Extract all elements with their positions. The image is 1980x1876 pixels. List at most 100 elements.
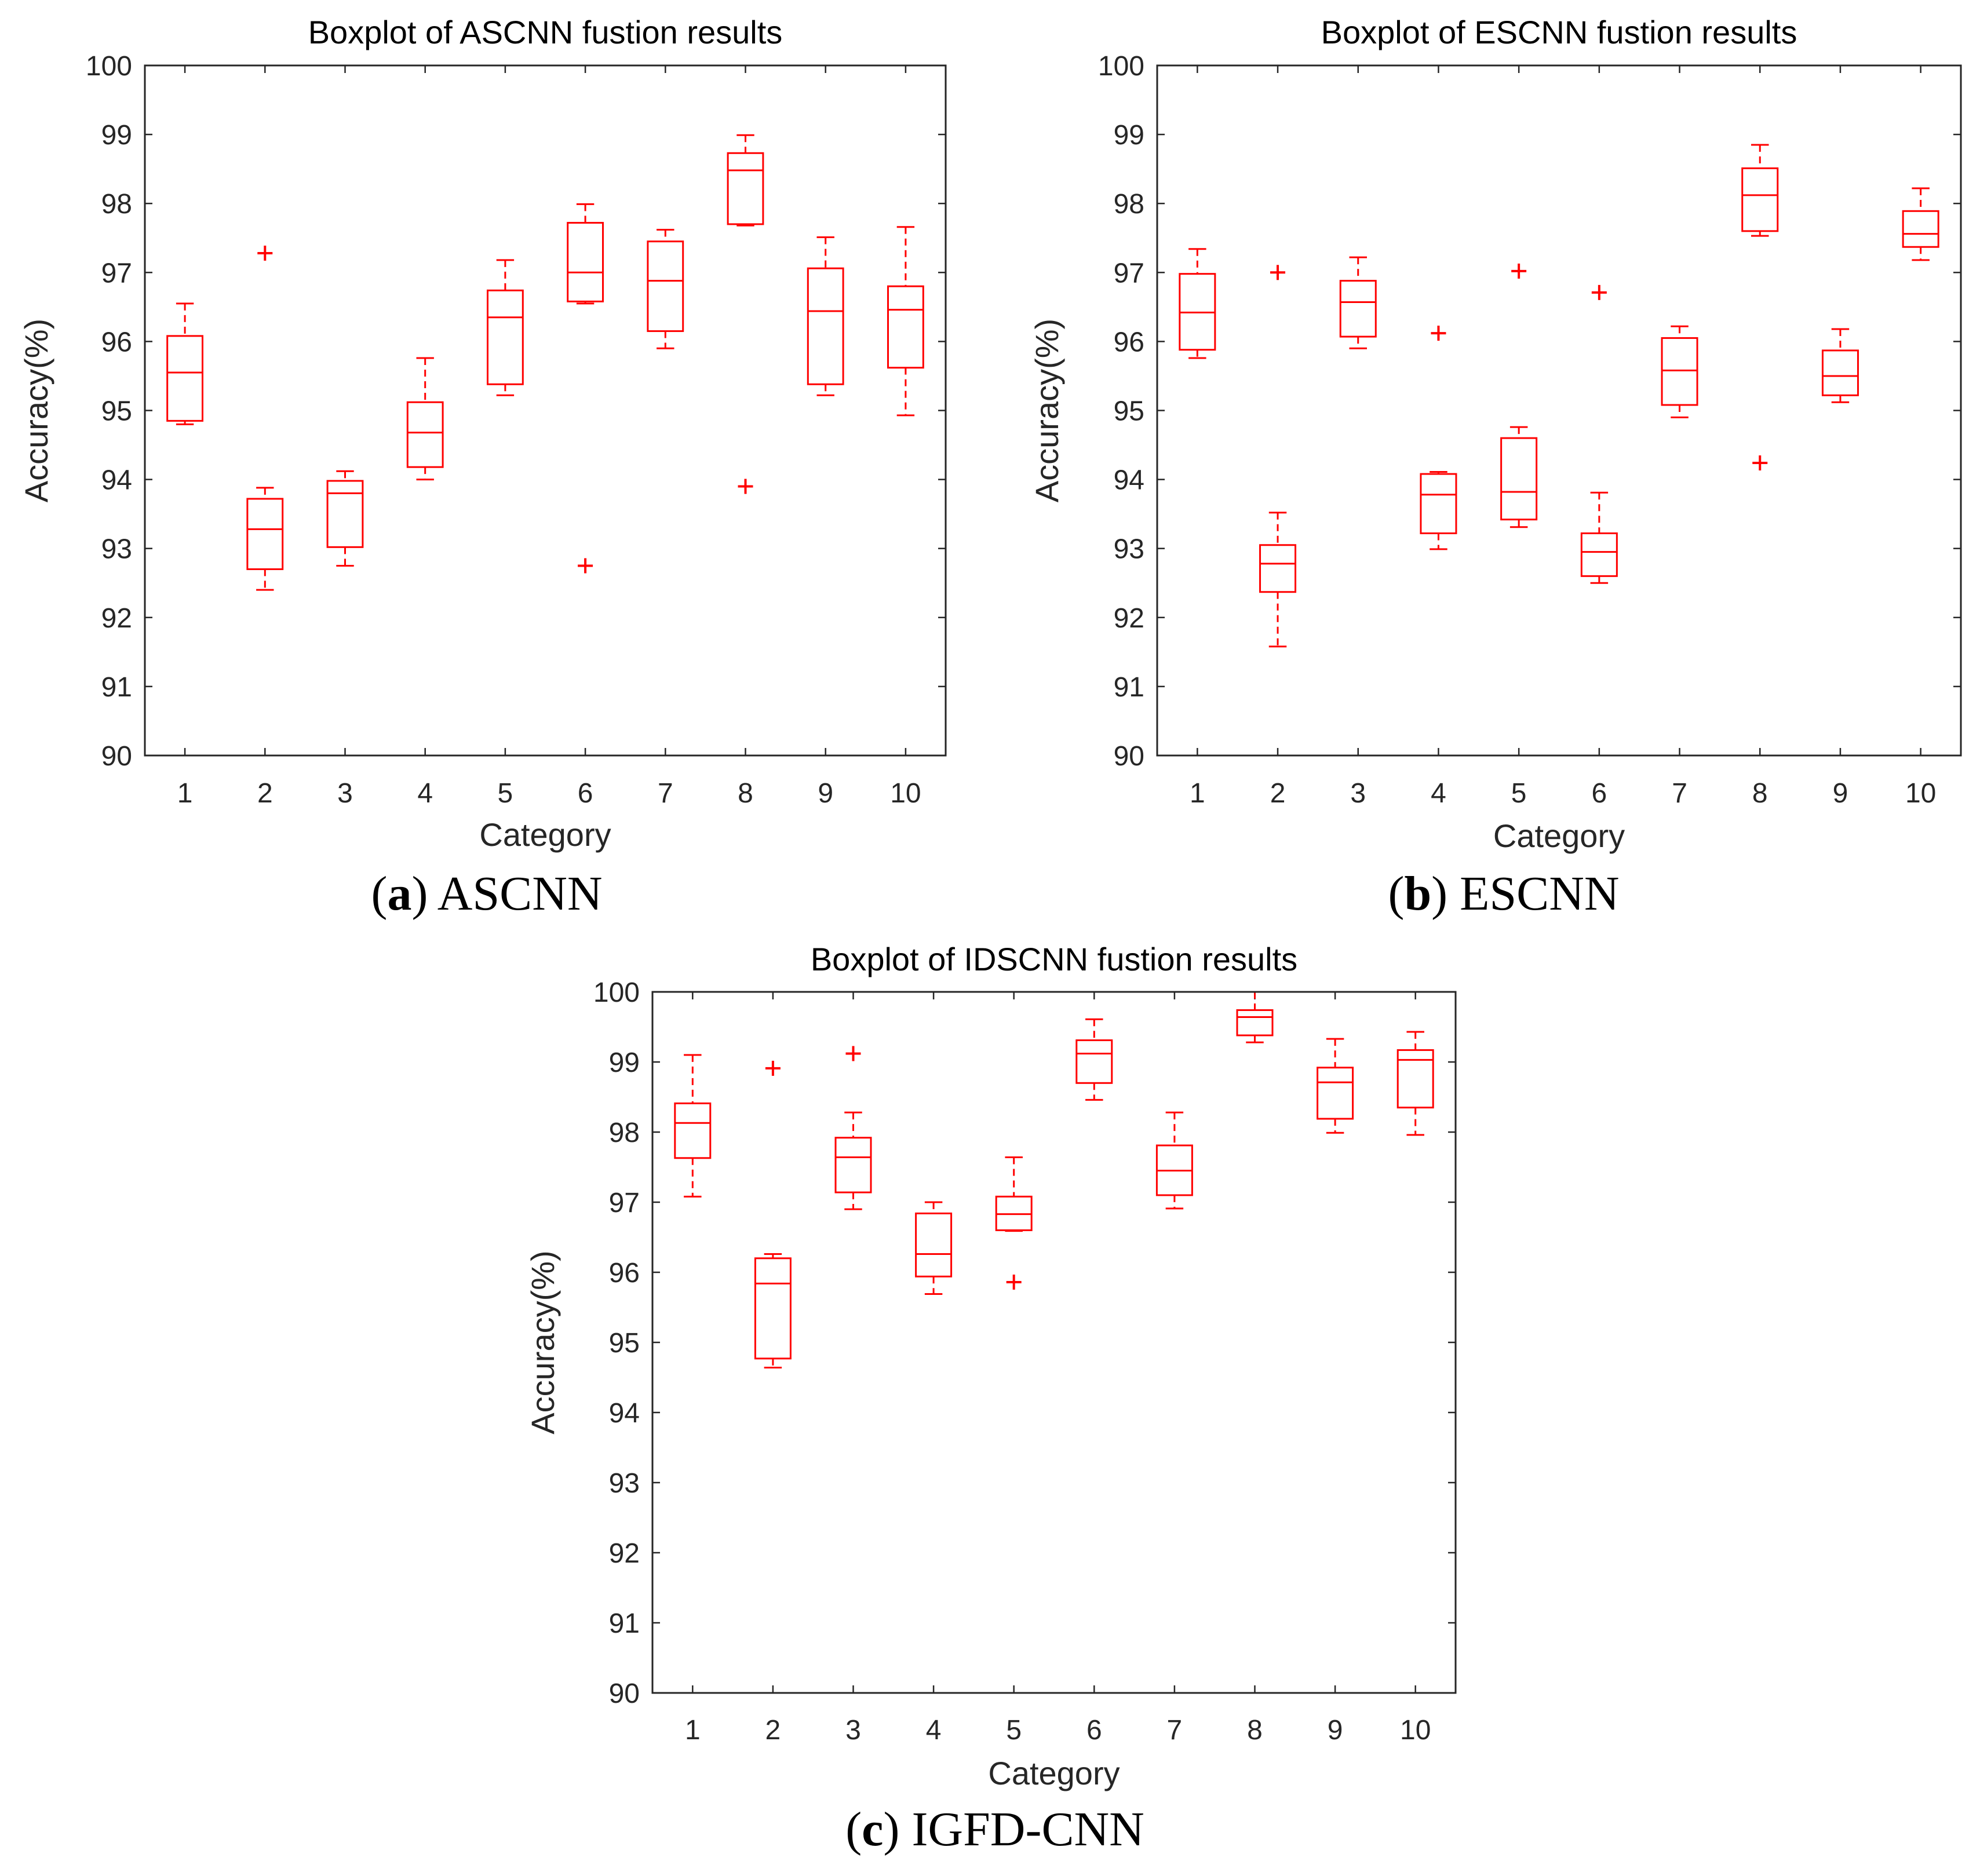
plot-area-frame	[144, 64, 947, 757]
plot-area-frame	[651, 991, 1457, 1694]
iqr-box	[1317, 1067, 1354, 1120]
iqr-box	[166, 335, 204, 422]
chart-title: Boxplot of ASCNN fustion results	[308, 14, 783, 50]
box-category-3	[1339, 256, 1377, 349]
iqr-box	[887, 285, 924, 369]
x-tick-label: 8	[738, 778, 753, 809]
subfigure-caption: (a) ASCNN	[371, 867, 602, 921]
x-tick-label: 7	[1167, 1715, 1183, 1746]
box-category-5	[486, 259, 524, 396]
subfigure-caption: (b) ESCNN	[1388, 867, 1619, 921]
y-tick-label: 94	[609, 1398, 640, 1429]
y-tick-label: 96	[609, 1258, 640, 1289]
x-tick-label: 10	[890, 778, 921, 809]
x-tick-label: 4	[1431, 778, 1446, 809]
iqr-box	[754, 1257, 792, 1360]
y-tick-label: 99	[101, 120, 132, 151]
outlier-marker	[845, 1046, 861, 1061]
y-tick-label: 97	[609, 1188, 640, 1218]
y-tick-label: 95	[1114, 396, 1144, 427]
x-tick-label: 7	[1672, 778, 1687, 809]
caption-text: IGFD-CNN	[911, 1802, 1144, 1856]
y-tick-label: 97	[1114, 258, 1144, 289]
x-tick-label: 4	[926, 1715, 942, 1746]
iqr-box	[326, 480, 364, 548]
x-tick-label: 3	[845, 1715, 861, 1746]
x-tick-label: 2	[257, 778, 273, 809]
iqr-box	[406, 401, 444, 468]
x-tick-label: 1	[1190, 778, 1205, 809]
x-tick-label: 8	[1752, 778, 1768, 809]
iqr-box	[1236, 1009, 1274, 1036]
box-category-9	[807, 236, 844, 396]
y-tick-label: 98	[609, 1118, 640, 1148]
x-tick-label: 8	[1247, 1715, 1263, 1746]
chart-title: Boxplot of ESCNN fustion results	[1321, 14, 1797, 50]
box-category-8	[1236, 991, 1274, 1043]
iqr-box	[1741, 167, 1779, 232]
caption-text: ASCNN	[437, 867, 603, 921]
iqr-box	[1661, 337, 1698, 406]
iqr-box	[727, 152, 764, 225]
iqr-box	[915, 1212, 953, 1278]
iqr-box	[1075, 1039, 1113, 1084]
box-category-4	[1420, 326, 1457, 550]
plot-area-frame	[1156, 64, 1962, 757]
x-tick-label: 9	[1833, 778, 1848, 809]
y-tick-label: 91	[1114, 672, 1144, 703]
iqr-box	[1339, 280, 1377, 338]
outlier-marker	[1431, 326, 1446, 341]
chart-title: Boxplot of IDSCNN fustion results	[811, 941, 1297, 977]
x-tick-label: 10	[1905, 778, 1936, 809]
outlier-marker	[257, 245, 273, 261]
x-tick-label: 9	[1328, 1715, 1343, 1746]
y-tick-label: 92	[1114, 603, 1144, 634]
box-category-5	[995, 1156, 1033, 1290]
caption-letter: a	[387, 867, 411, 921]
y-tick-label: 96	[1114, 327, 1144, 357]
box-category-10	[887, 226, 924, 417]
y-tick-label: 97	[101, 258, 132, 289]
iqr-box	[246, 498, 284, 570]
box-category-6	[567, 203, 604, 574]
y-tick-label: 90	[609, 1678, 640, 1709]
box-category-1	[166, 302, 204, 425]
x-tick-label: 9	[818, 778, 833, 809]
box-category-3	[326, 470, 364, 567]
x-tick-label: 6	[1086, 1715, 1102, 1746]
box-category-2	[246, 245, 284, 591]
y-tick-label: 95	[609, 1328, 640, 1359]
box-category-1	[674, 1054, 712, 1198]
y-tick-label: 95	[101, 396, 132, 427]
box-category-6	[1580, 284, 1618, 584]
box-category-9	[1317, 1038, 1354, 1134]
iqr-box	[674, 1102, 712, 1159]
y-tick-label: 96	[101, 327, 132, 357]
x-tick-label: 6	[578, 778, 593, 809]
chart-escnn: Boxplot of ESCNN fustion results90919293…	[1029, 14, 1962, 921]
outlier-marker	[765, 1060, 781, 1076]
box-category-6	[1075, 1018, 1113, 1101]
iqr-box	[1821, 349, 1859, 396]
iqr-box	[1580, 532, 1618, 577]
box-category-4	[915, 1201, 953, 1295]
box-category-2	[1259, 265, 1297, 648]
box-category-9	[1821, 328, 1859, 403]
outlier-marker	[1006, 1274, 1022, 1290]
y-tick-label: 98	[1114, 189, 1144, 220]
outlier-marker	[1511, 263, 1527, 279]
y-tick-label: 90	[1114, 741, 1144, 772]
box-category-10	[1902, 187, 1939, 261]
caption-letter: b	[1404, 867, 1431, 921]
iqr-box	[486, 289, 524, 385]
box-category-5	[1500, 263, 1538, 528]
box-category-8	[727, 134, 764, 494]
y-axis-label: Accuracy(%)	[524, 1250, 561, 1434]
x-tick-label: 2	[765, 1715, 781, 1746]
x-tick-label: 10	[1400, 1715, 1431, 1746]
x-tick-label: 6	[1591, 778, 1607, 809]
box-category-7	[1661, 325, 1698, 418]
y-tick-label: 90	[101, 741, 132, 772]
y-tick-label: 100	[86, 51, 132, 82]
box-category-10	[1396, 1031, 1434, 1136]
